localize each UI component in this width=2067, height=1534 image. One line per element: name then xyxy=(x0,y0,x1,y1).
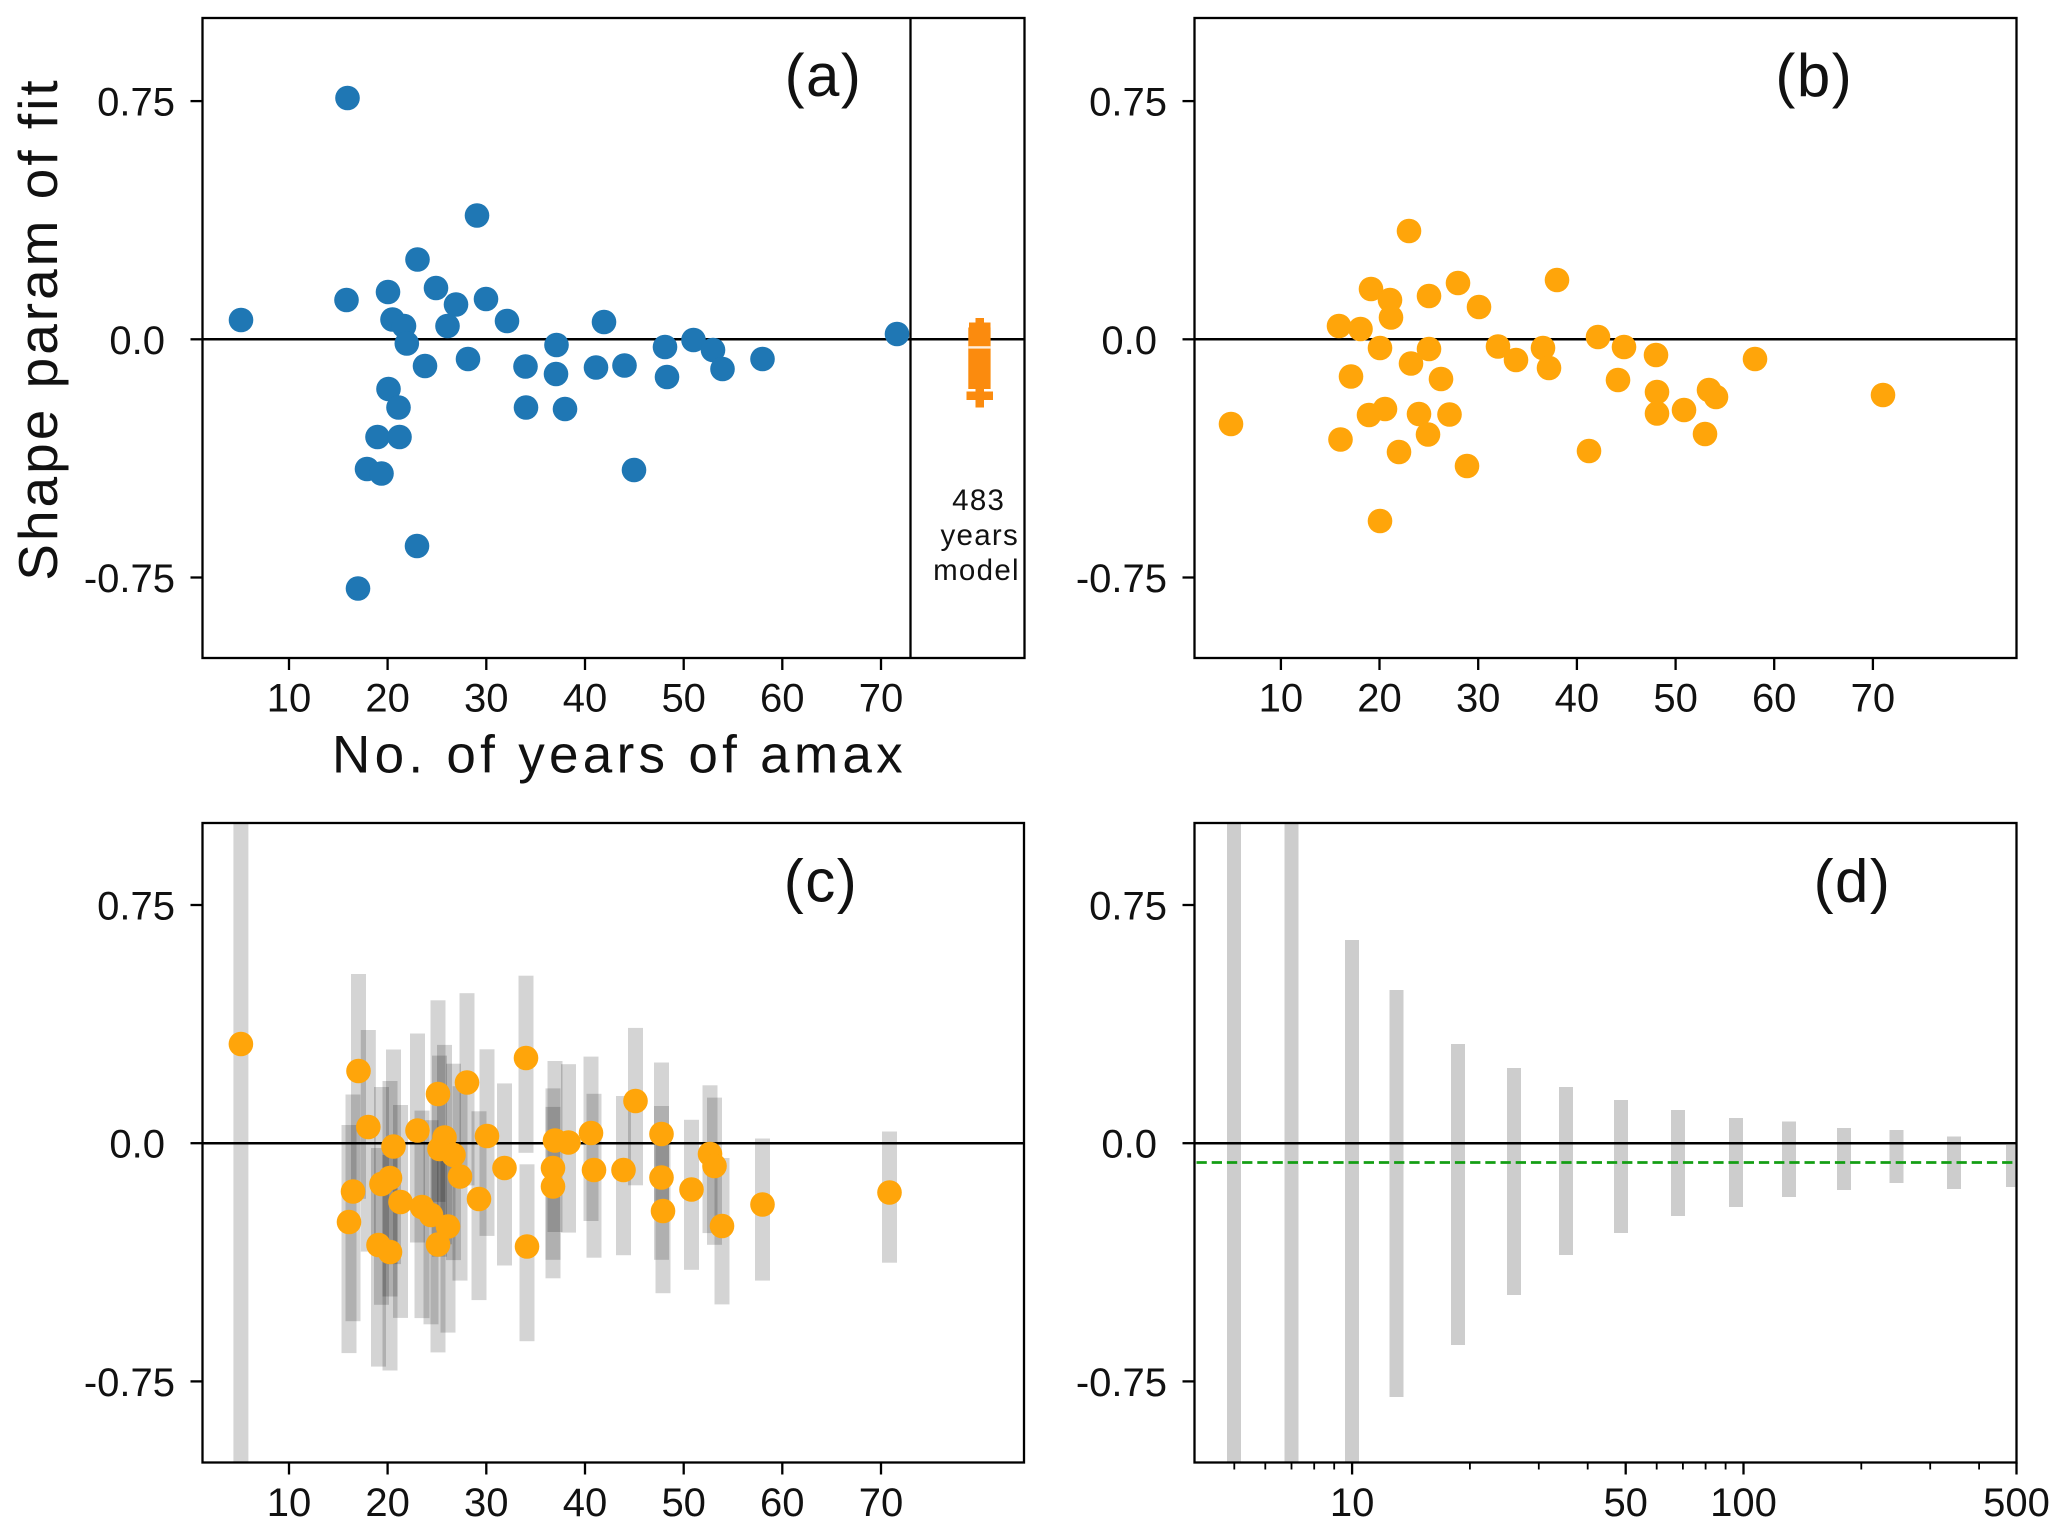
svg-text:(a): (a) xyxy=(785,42,863,109)
svg-text:40: 40 xyxy=(563,1481,608,1525)
svg-text:483: 483 xyxy=(952,484,1005,517)
svg-text:40: 40 xyxy=(1555,677,1600,721)
svg-text:100: 100 xyxy=(1710,1481,1777,1525)
svg-text:0.75: 0.75 xyxy=(1089,81,1167,125)
svg-text:-0.75: -0.75 xyxy=(84,557,175,601)
svg-text:500: 500 xyxy=(1983,1481,2050,1525)
svg-text:0.75: 0.75 xyxy=(97,81,175,125)
svg-text:-0.75: -0.75 xyxy=(84,1361,175,1405)
svg-text:0.0: 0.0 xyxy=(1101,319,1157,363)
svg-text:60: 60 xyxy=(1752,677,1797,721)
svg-text:50: 50 xyxy=(1653,677,1698,721)
svg-text:10: 10 xyxy=(267,1481,312,1525)
svg-text:20: 20 xyxy=(365,677,410,721)
svg-text:60: 60 xyxy=(760,1481,805,1525)
svg-text:20: 20 xyxy=(365,1481,410,1525)
svg-text:30: 30 xyxy=(464,677,509,721)
svg-text:10: 10 xyxy=(1330,1481,1375,1525)
svg-text:Shape param of fit: Shape param of fit xyxy=(7,77,69,580)
svg-text:-0.75: -0.75 xyxy=(1076,1361,1167,1405)
svg-text:0.75: 0.75 xyxy=(1089,885,1167,929)
svg-text:(d): (d) xyxy=(1814,848,1892,915)
svg-text:70: 70 xyxy=(1851,677,1896,721)
svg-text:30: 30 xyxy=(464,1481,509,1525)
svg-text:20: 20 xyxy=(1357,677,1402,721)
svg-text:10: 10 xyxy=(1259,677,1304,721)
svg-text:0.75: 0.75 xyxy=(97,885,175,929)
svg-text:50: 50 xyxy=(661,1481,706,1525)
svg-text:0.0: 0.0 xyxy=(109,319,165,363)
svg-text:70: 70 xyxy=(859,677,904,721)
svg-text:50: 50 xyxy=(1603,1481,1648,1525)
svg-text:(c): (c) xyxy=(784,848,858,915)
svg-text:30: 30 xyxy=(1456,677,1501,721)
svg-text:model: model xyxy=(933,554,1020,587)
svg-text:60: 60 xyxy=(760,677,805,721)
svg-text:10: 10 xyxy=(267,677,312,721)
svg-text:-0.75: -0.75 xyxy=(1076,557,1167,601)
svg-text:years: years xyxy=(940,519,1019,552)
svg-text:50: 50 xyxy=(661,677,706,721)
svg-text:No. of years of amax: No. of years of amax xyxy=(332,726,907,785)
svg-text:0.0: 0.0 xyxy=(109,1123,165,1167)
svg-text:(b): (b) xyxy=(1775,42,1853,109)
svg-text:70: 70 xyxy=(859,1481,904,1525)
svg-text:0.0: 0.0 xyxy=(1101,1123,1157,1167)
svg-text:40: 40 xyxy=(563,677,608,721)
